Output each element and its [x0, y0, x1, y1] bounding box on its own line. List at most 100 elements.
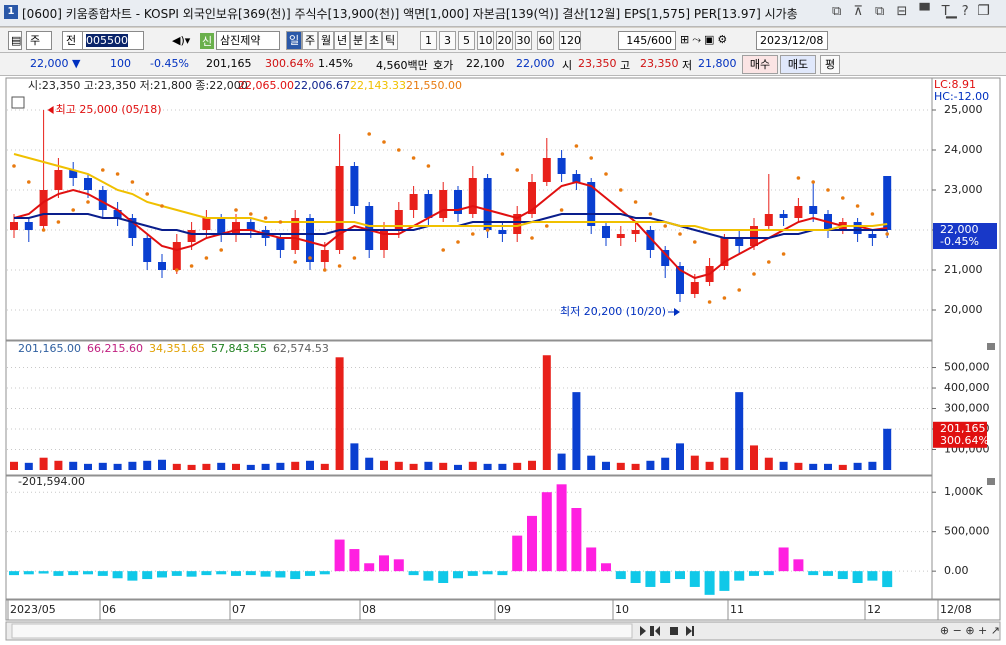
sar-dot: [145, 192, 149, 196]
volume-bar: [187, 464, 196, 470]
oscillator-bar: [556, 484, 567, 572]
sound-icon[interactable]: ◀)▾: [172, 34, 191, 47]
panel-button[interactable]: [987, 478, 995, 485]
window-tools[interactable]: ⧉ ⊼ ⧉ ⊟ ▀ T ?: [832, 4, 973, 19]
period-button[interactable]: 60: [537, 31, 554, 50]
volume-bar: [513, 462, 522, 470]
hoga-label: 호가: [433, 59, 454, 72]
candle-body: [350, 166, 359, 206]
sar-dot: [885, 232, 889, 236]
period-button[interactable]: 초: [366, 31, 382, 50]
new-badge: 신: [200, 33, 215, 49]
period-button[interactable]: 30: [515, 31, 532, 50]
prev-select[interactable]: 전: [62, 31, 84, 50]
sar-dot: [752, 272, 756, 276]
volume-bar: [291, 461, 300, 470]
period-button[interactable]: 월: [318, 31, 334, 50]
market-select[interactable]: 주: [26, 31, 52, 50]
panel-button[interactable]: [987, 343, 995, 350]
volume-bar: [498, 463, 507, 470]
date-input[interactable]: 2023/12/08: [756, 31, 828, 50]
sar-dot: [737, 288, 741, 292]
trade-amount: 4,560백만: [376, 59, 428, 72]
sar-dot: [811, 180, 815, 184]
volume-bar: [735, 392, 744, 470]
toolbar: ▤ 주 전 005500 ◀)▾ 신 삼진제약 일 주 월 년 분 초 틱 1 3 5 10 20 30…: [0, 28, 1006, 53]
settings-button[interactable]: ▤: [8, 31, 22, 50]
sar-dot: [426, 164, 431, 168]
volume-legend: 62,574.53: [273, 342, 329, 355]
period-button[interactable]: 3: [439, 31, 456, 50]
table-icon[interactable]: [11, 96, 25, 109]
sar-dot: [471, 232, 475, 236]
avg-button[interactable]: 평: [820, 55, 840, 74]
period-button[interactable]: 분: [350, 31, 366, 50]
sar-dot: [855, 204, 860, 208]
tool-icons[interactable]: ⊞⤳▣⚙: [680, 33, 731, 46]
period-button[interactable]: 년: [334, 31, 350, 50]
period-button[interactable]: 5: [458, 31, 475, 50]
oscillator-bar: [231, 571, 241, 576]
oscillator-bar: [497, 571, 508, 576]
y-tick-label: 24,000: [944, 143, 983, 156]
period-button[interactable]: 20: [496, 31, 513, 50]
volume-legend: 34,351.65: [149, 342, 205, 355]
candle-body: [498, 230, 507, 234]
stock-name[interactable]: 삼진제약: [216, 31, 280, 50]
chart-background: [0, 76, 1006, 645]
annotation-low: 최저 20,200 (10/20): [560, 305, 666, 318]
scroll-track[interactable]: [11, 623, 633, 639]
sar-dot: [485, 228, 490, 232]
buy-button[interactable]: 매수: [742, 55, 778, 74]
sar-dot: [160, 204, 164, 208]
period-button[interactable]: 일: [286, 31, 302, 50]
candle-body: [809, 206, 818, 214]
period-button[interactable]: 120: [559, 31, 581, 50]
sar-dot: [323, 268, 327, 272]
volume-bar: [335, 357, 344, 470]
x-tick-label: 2023/05: [10, 603, 56, 616]
period-button[interactable]: 1: [420, 31, 437, 50]
oscillator-bar: [763, 571, 774, 576]
period-button[interactable]: 틱: [382, 31, 398, 50]
volume-bar: [98, 462, 107, 470]
oscillator-bar: [882, 571, 893, 588]
oscillator-bar: [837, 571, 848, 580]
oscillator-bar: [867, 571, 878, 581]
oscillator-bar: [645, 571, 656, 587]
volume-bar: [838, 464, 847, 470]
sar-dot: [278, 220, 283, 224]
stock-code[interactable]: 005500: [86, 34, 128, 47]
candle-body: [113, 210, 122, 218]
oscillator-bar: [68, 571, 79, 576]
candle-body: [335, 166, 344, 250]
oscillator-bar: [171, 571, 182, 576]
scroll-buttons[interactable]: [640, 626, 694, 636]
x-tick-label: 12/08: [940, 603, 972, 616]
y-tick-label: 25,000: [944, 103, 983, 116]
candle-body: [528, 182, 536, 214]
sar-dot: [722, 296, 727, 300]
y-axis-panel: [931, 77, 1001, 600]
candle-body: [128, 218, 137, 238]
candle-body: [69, 170, 78, 178]
volume-legend: 201,165.00: [18, 342, 81, 355]
volume-bar: [764, 457, 773, 470]
window-controls[interactable]: ▁ ❐ ✕: [946, 3, 1006, 19]
data-count[interactable]: 145/600: [618, 31, 676, 50]
volume-bar: [380, 460, 388, 470]
zoom-controls[interactable]: ⊕ − ⊕ + ↗: [940, 624, 1000, 637]
sar-dot: [308, 256, 312, 260]
oscillator-bar: [393, 559, 404, 572]
oscillator-bar: [719, 571, 730, 591]
volume-bar: [24, 462, 33, 470]
volume-bar: [720, 457, 729, 470]
annotation-arrow: [674, 308, 680, 316]
period-button[interactable]: 주: [302, 31, 318, 50]
volume-legend: 57,843.55: [211, 342, 267, 355]
sell-button[interactable]: 매도: [780, 55, 816, 74]
period-button[interactable]: 10: [477, 31, 494, 50]
y-tick-label: 1,000K: [944, 485, 983, 498]
oscillator-bar: [379, 555, 389, 572]
oscillator-legend: -201,594.00: [18, 475, 85, 488]
